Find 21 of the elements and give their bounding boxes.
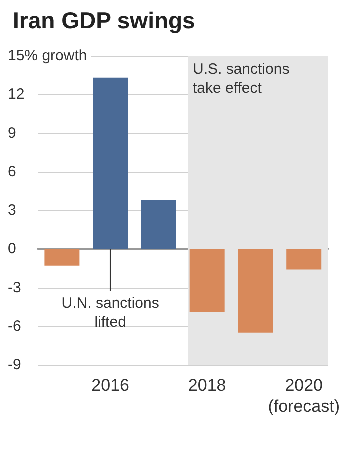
x-tick-label: 2020 (forecast) bbox=[268, 376, 340, 416]
y-tick-label: -6 bbox=[8, 318, 22, 335]
y-tick-label: -9 bbox=[8, 356, 22, 374]
bar bbox=[190, 249, 225, 312]
y-tick-label: 9 bbox=[8, 124, 16, 142]
x-tick-label: 2016 bbox=[92, 376, 130, 395]
y-tick-label: 0 bbox=[8, 240, 16, 258]
y-tick-label: 15% growth bbox=[8, 48, 88, 64]
chart-title: Iran GDP swings bbox=[13, 8, 196, 34]
bar bbox=[44, 249, 80, 266]
x-tick-label: 2018 bbox=[188, 376, 226, 395]
y-tick-label: 3 bbox=[8, 202, 16, 219]
y-tick-label: 12 bbox=[8, 86, 25, 104]
annotation: U.N. sanctions lifted bbox=[62, 295, 160, 332]
bar bbox=[238, 249, 274, 333]
bar bbox=[286, 249, 322, 270]
bar bbox=[93, 78, 128, 250]
y-tick-label: -3 bbox=[8, 279, 22, 296]
band-label: U.S. sanctions take effect bbox=[192, 61, 290, 97]
y-tick-label: 6 bbox=[8, 163, 16, 180]
bar bbox=[141, 200, 176, 250]
